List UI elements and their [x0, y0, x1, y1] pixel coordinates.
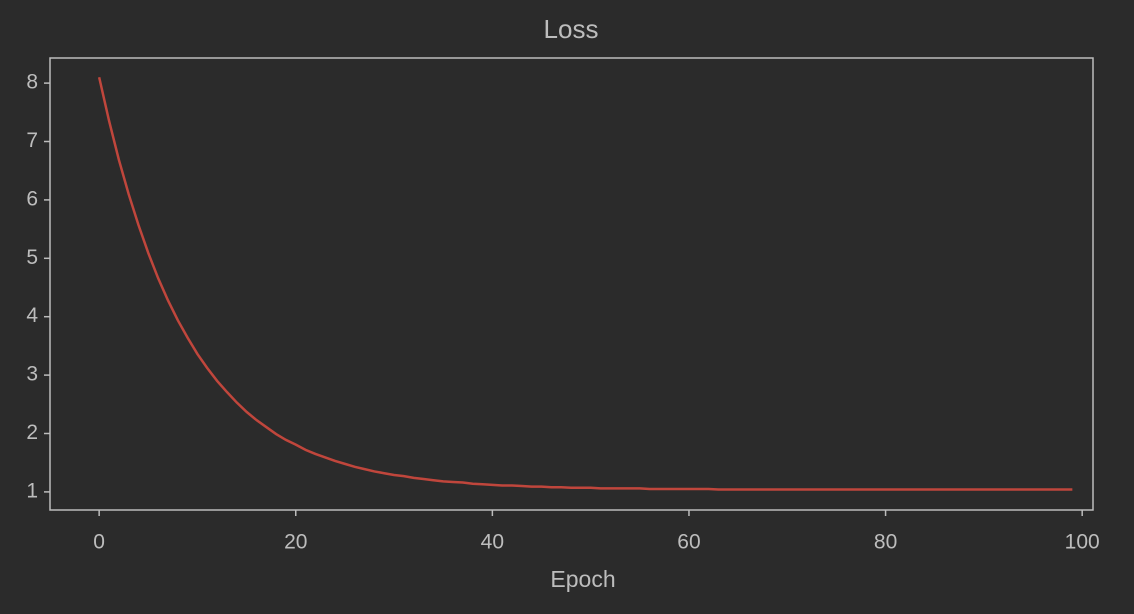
y-tick-label: 2 [26, 421, 38, 444]
y-tick-label: 1 [26, 479, 38, 502]
y-tick-label: 6 [26, 187, 38, 210]
y-tick-label: 3 [26, 363, 38, 386]
chart-title: Loss [544, 14, 599, 44]
y-tick-label: 8 [26, 71, 38, 94]
x-tick-label: 80 [874, 531, 897, 554]
x-axis-label: Epoch [550, 566, 615, 592]
x-tick-label: 20 [284, 531, 307, 554]
x-tick-label: 40 [481, 531, 504, 554]
y-tick-label: 5 [26, 246, 38, 269]
x-tick-label: 100 [1065, 531, 1100, 554]
y-tick-label: 4 [26, 304, 38, 327]
loss-line [97, 76, 1073, 491]
x-tick-label: 0 [93, 531, 105, 554]
plot-frame [49, 57, 1094, 511]
x-tick-label: 60 [677, 531, 700, 554]
y-tick-label: 7 [26, 129, 38, 152]
